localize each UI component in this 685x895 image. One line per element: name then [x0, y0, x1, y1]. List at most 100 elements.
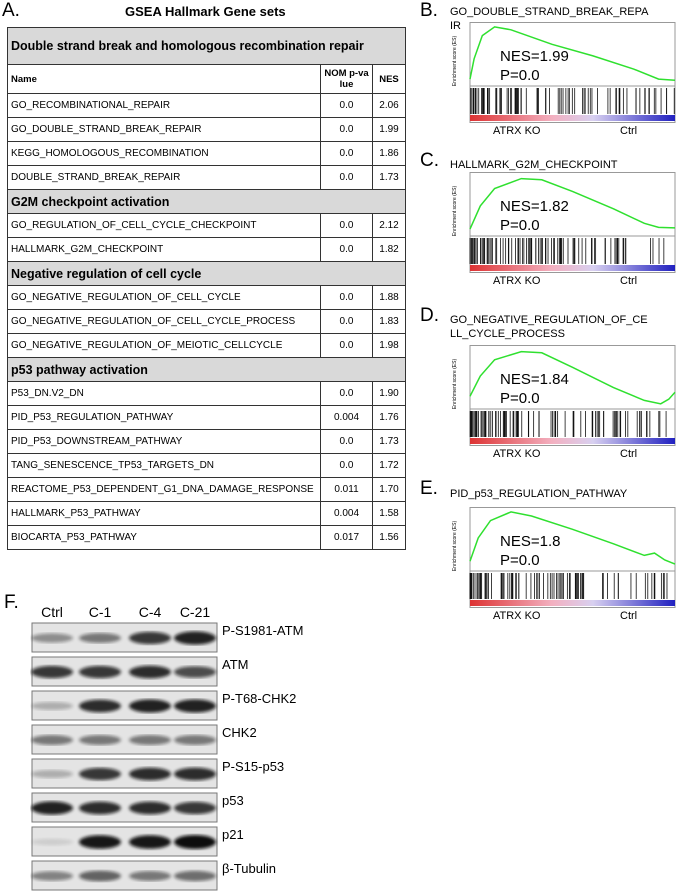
p-label: P=0.0: [500, 390, 540, 407]
table-value: 1.86: [371, 141, 407, 166]
gene-set-name: PID_P53_DOWNSTREAM_PATHWAY: [7, 429, 321, 454]
rank-bar: [470, 438, 675, 444]
table-row: PID_P53_DOWNSTREAM_PATHWAY 0.0 1.73: [7, 429, 407, 454]
lane-label: C-21: [179, 604, 211, 620]
band: [174, 835, 216, 849]
band: [129, 835, 171, 849]
band: [79, 665, 121, 679]
table-row: Name NOM p-value NES: [7, 64, 407, 94]
group-label: ATRX KO: [493, 275, 541, 287]
table-value: 1.70: [371, 477, 407, 502]
gene-set-name: KEGG_HOMOLOGOUS_RECOMBINATION: [7, 141, 321, 166]
band: [31, 801, 73, 815]
gene-set-name: GO_NEGATIVE_REGULATION_OF_CELL_CYCLE_PRO…: [7, 309, 321, 334]
gene-set-name: HALLMARK_P53_PATHWAY: [7, 501, 321, 526]
gsea-table: Double strand break and homologous recom…: [6, 27, 407, 550]
protein-label: p21: [222, 827, 244, 842]
panel-label: E.: [420, 478, 438, 499]
band: [129, 631, 171, 645]
table-value: 0.0: [320, 93, 373, 118]
band: [79, 633, 121, 643]
table-value: 0.004: [320, 501, 373, 526]
protein-label: P-T68-CHK2: [222, 691, 297, 706]
panel-title: GO_NEGATIVE_REGULATION_OF_CELL_CYCLE_PRO…: [450, 314, 648, 340]
table-row: GO_REGULATION_OF_CELL_CYCLE_CHECKPOINT 0.…: [7, 213, 407, 238]
y-axis-label: Enrichment score (ES): [452, 185, 459, 237]
table-value: 1.73: [371, 165, 407, 190]
lane-label: Ctrl: [41, 604, 63, 620]
table-row: GO_NEGATIVE_REGULATION_OF_MEIOTIC_CELLCY…: [7, 333, 407, 358]
group-label: Ctrl: [620, 448, 638, 460]
band: [129, 871, 171, 881]
protein-label: CHK2: [222, 725, 257, 740]
band: [174, 767, 216, 781]
group-label: Ctrl: [620, 610, 638, 622]
table-value: 1.72: [371, 453, 407, 478]
band: [79, 767, 121, 781]
table-value: 1.99: [371, 117, 407, 142]
table-value: 1.82: [371, 237, 407, 262]
table-row: GO_NEGATIVE_REGULATION_OF_CELL_CYCLE_PRO…: [7, 309, 407, 334]
table-value: 1.88: [371, 285, 407, 310]
band: [174, 666, 216, 678]
panel-label: D.: [420, 305, 439, 326]
table-value: 2.12: [371, 213, 407, 238]
table-value: 2.06: [371, 93, 407, 118]
table-value: 1.98: [371, 333, 407, 358]
p-label: P=0.0: [500, 552, 540, 569]
panel-title: GO_DOUBLE_STRAND_BREAK_REPAIR: [450, 6, 649, 32]
band: [79, 801, 121, 815]
rank-bar: [470, 265, 675, 271]
band: [79, 870, 121, 882]
table-value: 0.0: [320, 141, 373, 166]
column-header: NOM p-value: [320, 64, 373, 94]
table-value: 0.0: [320, 333, 373, 358]
table-title: GSEA Hallmark Gene sets: [125, 4, 286, 19]
gene-set-name: GO_RECOMBINATIONAL_REPAIR: [7, 93, 321, 118]
table-value: 1.56: [371, 525, 407, 550]
gene-set-name: BIOCARTA_P53_PATHWAY: [7, 525, 321, 550]
section-title: Negative regulation of cell cycle: [6, 261, 407, 286]
table-row: REACTOME_P53_DEPENDENT_G1_DNA_DAMAGE_RES…: [7, 477, 407, 502]
table-row: PID_P53_REGULATION_PATHWAY 0.004 1.76: [7, 405, 407, 430]
panel-label: A.: [2, 0, 20, 21]
table-value: 0.017: [320, 525, 373, 550]
band: [129, 699, 171, 713]
lane-label: C-1: [88, 604, 112, 620]
band: [129, 735, 171, 745]
p-label: P=0.0: [500, 67, 540, 84]
nes-label: NES=1.82: [500, 198, 569, 215]
table-value: 1.90: [371, 381, 407, 406]
table-value: 1.73: [371, 429, 407, 454]
es-curve: [469, 350, 676, 405]
group-label: Ctrl: [620, 125, 638, 137]
rank-bar: [470, 115, 675, 121]
band: [174, 801, 216, 815]
band: [31, 735, 73, 745]
table-value: 1.83: [371, 309, 407, 334]
panel-title: PID_p53_REGULATION_PATHWAY: [450, 488, 628, 500]
table-row: GO_RECOMBINATIONAL_REPAIR 0.0 2.06: [7, 93, 407, 118]
gene-set-name: GO_NEGATIVE_REGULATION_OF_MEIOTIC_CELLCY…: [7, 333, 321, 358]
group-label: ATRX KO: [493, 610, 541, 622]
band: [79, 735, 121, 745]
table-value: 0.0: [320, 165, 373, 190]
panel-label: C.: [420, 150, 439, 171]
es-curve: [469, 511, 676, 565]
rank-bar: [470, 600, 675, 606]
protein-label: β-Tubulin: [222, 861, 276, 876]
table-value: 0.0: [320, 237, 373, 262]
section-title: p53 pathway activation: [6, 357, 407, 382]
table-value: 0.0: [320, 381, 373, 406]
p-label: P=0.0: [500, 217, 540, 234]
band: [174, 631, 216, 645]
band: [129, 665, 171, 679]
table-value: 0.004: [320, 405, 373, 430]
y-axis-label: Enrichment score (ES): [452, 520, 459, 572]
column-header: NES: [371, 64, 407, 94]
plot-frame: [469, 172, 676, 273]
band: [174, 699, 216, 713]
table-row: GO_DOUBLE_STRAND_BREAK_REPAIR 0.0 1.99: [7, 117, 407, 142]
table-row: TANG_SENESCENCE_TP53_TARGETS_DN 0.0 1.72: [7, 453, 407, 478]
